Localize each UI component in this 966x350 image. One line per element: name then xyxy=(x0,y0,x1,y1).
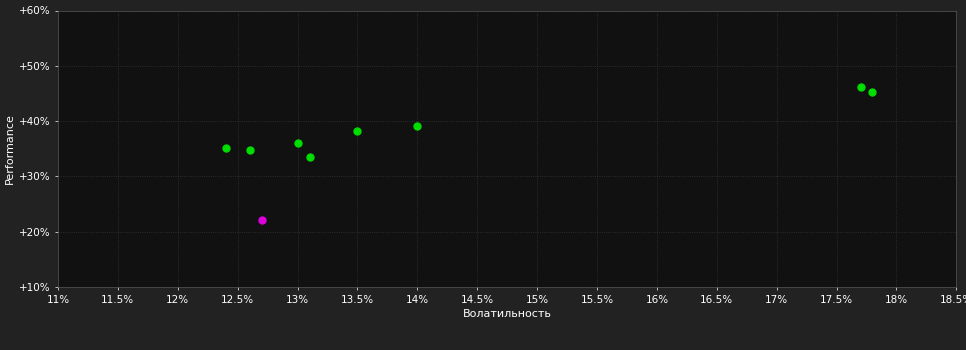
Point xyxy=(865,90,880,95)
Point xyxy=(853,84,868,90)
Y-axis label: Performance: Performance xyxy=(5,113,14,184)
Point xyxy=(350,128,365,133)
Point xyxy=(290,140,305,146)
X-axis label: Волатильность: Волатильность xyxy=(463,309,552,319)
Point xyxy=(301,154,317,160)
Point xyxy=(410,123,425,128)
Point xyxy=(254,217,270,222)
Point xyxy=(242,148,257,153)
Point xyxy=(218,145,234,150)
